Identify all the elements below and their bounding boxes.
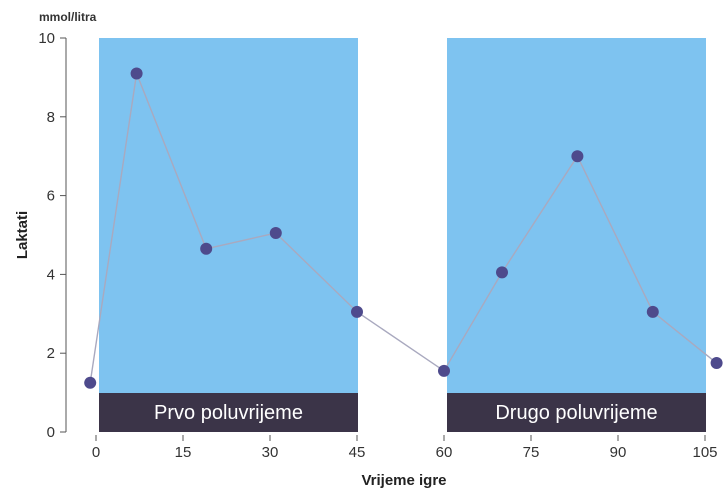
series-line bbox=[89, 70, 718, 383]
period-label-bg-2 bbox=[447, 393, 706, 432]
y-ticks: 0 2 4 6 8 10 bbox=[38, 30, 66, 441]
x-tick-label: 90 bbox=[610, 444, 627, 461]
lactate-line bbox=[89, 70, 718, 383]
data-point bbox=[200, 242, 213, 255]
data-point bbox=[571, 150, 584, 163]
y-tick-label: 10 bbox=[38, 30, 55, 47]
period-band-1 bbox=[99, 38, 358, 432]
data-point bbox=[646, 305, 659, 318]
data-point bbox=[710, 357, 723, 370]
x-axis-title: Vrijeme igre bbox=[361, 472, 446, 489]
period-bands: Prvo poluvrijeme Drugo poluvrijeme bbox=[99, 38, 706, 432]
x-tick-label: 15 bbox=[175, 444, 192, 461]
y-tick-label: 2 bbox=[47, 345, 55, 362]
data-point bbox=[438, 364, 450, 377]
period-label-2: Drugo poluvrijeme bbox=[495, 402, 657, 424]
y-tick-label: 4 bbox=[47, 266, 55, 283]
y-tick-label: 6 bbox=[47, 188, 55, 205]
period-label-1: Prvo poluvrijeme bbox=[154, 402, 303, 424]
y-tick-label: 8 bbox=[47, 109, 55, 126]
y-axis-title: Laktati bbox=[14, 211, 31, 259]
period-band-2 bbox=[447, 38, 706, 432]
period-label-bg-1 bbox=[99, 393, 358, 432]
y-tick-label: 0 bbox=[47, 424, 55, 441]
x-tick-label: 30 bbox=[262, 444, 279, 461]
data-point bbox=[496, 266, 508, 279]
data-point bbox=[351, 305, 363, 318]
y-unit-label: mmol/litra bbox=[39, 10, 97, 24]
x-tick-label: 45 bbox=[349, 444, 366, 461]
x-tick-label: 0 bbox=[92, 444, 100, 461]
data-point bbox=[269, 227, 282, 240]
x-ticks: 0 15 30 45 60 75 90 105 bbox=[92, 435, 718, 461]
data-point bbox=[84, 376, 97, 389]
data-point bbox=[130, 67, 143, 80]
data-points bbox=[84, 67, 723, 389]
x-tick-label: 105 bbox=[692, 444, 717, 461]
x-tick-label: 75 bbox=[523, 444, 540, 461]
x-tick-label: 60 bbox=[436, 444, 453, 461]
